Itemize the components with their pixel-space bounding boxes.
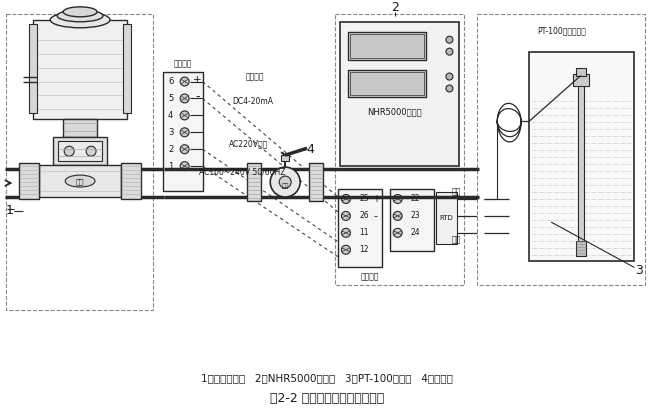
Text: 台宜: 台宜: [281, 183, 289, 189]
Text: 25: 25: [359, 194, 369, 203]
Bar: [335, 14, 464, 284]
Text: 1: 1: [168, 162, 173, 171]
Bar: [390, 189, 434, 251]
Circle shape: [279, 176, 291, 188]
Bar: [529, 52, 634, 261]
Bar: [39, 165, 121, 197]
Circle shape: [446, 48, 453, 55]
Text: 接线端子: 接线端子: [360, 272, 379, 281]
Bar: [58, 141, 102, 161]
Circle shape: [86, 146, 96, 156]
Text: 台宜: 台宜: [76, 179, 84, 186]
Text: 接线端子: 接线端子: [173, 59, 192, 68]
Text: 输入信号: 输入信号: [246, 72, 265, 81]
Text: 红色: 红色: [452, 235, 461, 244]
Circle shape: [393, 229, 402, 237]
Bar: [121, 163, 141, 199]
Circle shape: [393, 211, 402, 221]
Circle shape: [341, 194, 351, 203]
Bar: [436, 192, 457, 244]
Bar: [578, 81, 584, 251]
Text: 图2-2 分体式电动温控阀原理图: 图2-2 分体式电动温控阀原理图: [270, 392, 384, 404]
Text: 23: 23: [411, 211, 421, 221]
Text: PT-100温度传感器: PT-100温度传感器: [538, 26, 587, 35]
Text: 3: 3: [634, 264, 642, 277]
Bar: [309, 163, 323, 201]
Bar: [340, 22, 459, 166]
Circle shape: [180, 162, 189, 171]
Text: 4: 4: [306, 143, 314, 156]
Circle shape: [180, 128, 189, 137]
Circle shape: [393, 194, 402, 203]
Circle shape: [180, 94, 189, 103]
Bar: [477, 14, 645, 284]
Text: 黑色: 黑色: [452, 188, 461, 196]
Text: +: +: [371, 194, 380, 204]
Text: 11: 11: [359, 229, 369, 237]
Bar: [348, 70, 426, 98]
Bar: [53, 137, 107, 165]
Circle shape: [446, 85, 453, 92]
Bar: [576, 241, 586, 256]
Ellipse shape: [57, 10, 103, 22]
Text: 12: 12: [359, 245, 369, 254]
Ellipse shape: [65, 175, 95, 187]
Bar: [123, 24, 131, 113]
Circle shape: [270, 167, 300, 197]
Bar: [348, 32, 426, 60]
Text: DC4-20mA: DC4-20mA: [232, 97, 273, 106]
Bar: [33, 20, 127, 119]
Bar: [350, 34, 424, 58]
Circle shape: [341, 245, 351, 254]
Text: 2: 2: [168, 145, 173, 154]
Circle shape: [341, 229, 351, 237]
Text: +: +: [194, 75, 202, 85]
Text: RTD: RTD: [439, 215, 453, 221]
Circle shape: [341, 211, 351, 221]
Text: 1、电动调节阀   2、NHR5000调节仪   3、PT-100传感器   4、手动阀: 1、电动调节阀 2、NHR5000调节仪 3、PT-100传感器 4、手动阀: [201, 373, 453, 383]
Circle shape: [64, 146, 74, 156]
Text: NHR5000调节器: NHR5000调节器: [368, 107, 422, 116]
Text: -: -: [374, 211, 378, 221]
Text: 1: 1: [5, 204, 13, 217]
Text: -: -: [196, 90, 200, 103]
Circle shape: [180, 111, 189, 120]
Text: 2: 2: [390, 1, 399, 14]
Bar: [7, 14, 153, 311]
Bar: [63, 119, 97, 137]
Bar: [350, 72, 424, 95]
Text: AC220V电压: AC220V电压: [229, 140, 268, 149]
Bar: [163, 72, 203, 191]
Circle shape: [446, 73, 453, 80]
Bar: [576, 68, 586, 75]
Ellipse shape: [50, 12, 110, 28]
Bar: [573, 73, 589, 85]
Bar: [338, 189, 382, 267]
Text: 22: 22: [411, 194, 421, 203]
Text: 3: 3: [168, 128, 173, 137]
Bar: [29, 24, 37, 113]
Text: 24: 24: [411, 229, 421, 237]
Bar: [247, 163, 262, 201]
Bar: [281, 155, 289, 161]
Ellipse shape: [63, 7, 97, 17]
Bar: [20, 163, 39, 199]
Circle shape: [180, 77, 189, 86]
Circle shape: [180, 145, 189, 154]
Circle shape: [446, 36, 453, 43]
Text: 5: 5: [168, 94, 173, 103]
Text: 26: 26: [359, 211, 369, 221]
Text: AC100~240V 50/60HZ: AC100~240V 50/60HZ: [199, 168, 286, 177]
Text: 4: 4: [168, 111, 173, 120]
Text: 6: 6: [168, 77, 173, 86]
